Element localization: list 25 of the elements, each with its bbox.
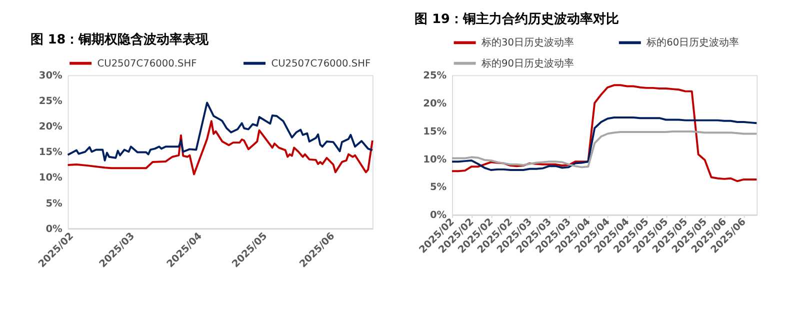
y-tick-label: 5% [430,182,447,194]
legend-label: 标的90日历史波动率 [480,57,574,70]
legend-label: CU2507C76000.SHF [97,58,198,70]
chart-title: 图 18：铜期权隐含波动率表现 [30,32,210,48]
y-tick-label: 5% [46,198,63,210]
y-tick-label: 0% [430,210,447,222]
chart-title: 图 19：铜主力合约历史波动率对比 [414,11,619,28]
y-tick-label: 30% [38,70,63,82]
line-series [451,84,758,182]
y-tick-label: 15% [423,126,447,138]
y-tick-label: 10% [38,172,63,184]
y-tick-label: 10% [423,154,447,166]
line-series [451,130,758,168]
y-tick-label: 25% [38,96,63,108]
line-series [451,116,758,171]
y-tick-label: 15% [38,147,63,158]
legend-label: 标的60日历史波动率 [646,36,740,49]
line-series [66,120,374,176]
legend-label: 标的30日历史波动率 [480,36,574,49]
y-tick-label: 20% [38,122,63,133]
line-series [66,102,374,162]
y-tick-label: 20% [423,98,447,110]
y-tick-label: 25% [423,70,447,82]
y-tick-label: 0% [46,224,63,235]
legend-label: CU2507C76000.SHF [271,58,372,70]
